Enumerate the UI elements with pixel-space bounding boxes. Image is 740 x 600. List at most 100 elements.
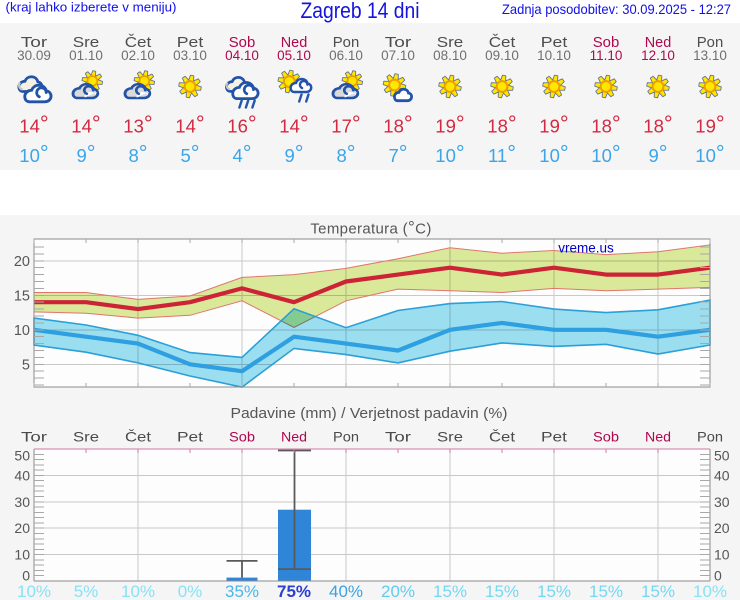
svg-text:19°: 19° [539, 111, 568, 137]
svg-text:10: 10 [14, 323, 30, 339]
svg-text:Sre: Sre [73, 429, 99, 445]
svg-text:40: 40 [714, 467, 730, 483]
svg-text:Pon: Pon [697, 429, 723, 445]
svg-text:Čet: Čet [489, 34, 516, 51]
svg-text:10°: 10° [435, 141, 464, 167]
svg-text:04.10: 04.10 [225, 48, 259, 63]
svg-text:Pon: Pon [333, 429, 359, 445]
svg-text:14°: 14° [71, 111, 100, 137]
svg-text:Pet: Pet [541, 35, 568, 51]
svg-text:14°: 14° [279, 111, 308, 137]
svg-text:5%: 5% [74, 582, 99, 600]
svg-text:Tor: Tor [385, 429, 411, 445]
svg-text:9°: 9° [76, 141, 95, 167]
svg-text:10: 10 [14, 547, 30, 563]
svg-text:30: 30 [14, 494, 30, 510]
svg-text:10°: 10° [19, 141, 48, 167]
svg-text:20%: 20% [381, 582, 415, 600]
svg-text:13.10: 13.10 [693, 48, 727, 63]
svg-text:Sob: Sob [593, 429, 619, 445]
svg-text:Ned: Ned [281, 35, 308, 51]
svg-text:20: 20 [714, 520, 730, 536]
svg-text:vreme.us: vreme.us [558, 241, 614, 256]
svg-text:11°: 11° [488, 141, 516, 167]
svg-text:10°: 10° [591, 141, 620, 167]
svg-text:Tor: Tor [21, 429, 47, 445]
svg-text:10°: 10° [695, 141, 724, 167]
svg-text:Sob: Sob [229, 429, 255, 445]
svg-text:19°: 19° [695, 111, 724, 137]
svg-text:Tor: Tor [21, 35, 48, 51]
svg-text:02.10: 02.10 [121, 48, 155, 63]
svg-text:Sob: Sob [593, 35, 620, 51]
svg-text:4°: 4° [232, 141, 251, 167]
svg-text:Sre: Sre [437, 429, 463, 445]
svg-text:10°: 10° [539, 141, 568, 167]
svg-text:19°: 19° [435, 111, 464, 137]
svg-text:Ned: Ned [645, 35, 672, 51]
svg-text:15%: 15% [433, 582, 467, 600]
svg-text:30.09: 30.09 [17, 48, 51, 63]
svg-text:Čet: Čet [125, 429, 151, 445]
svg-text:05.10: 05.10 [277, 48, 311, 63]
svg-text:Ned: Ned [281, 429, 307, 445]
svg-text:18°: 18° [487, 111, 516, 137]
svg-text:5°: 5° [180, 141, 199, 167]
svg-text:Padavine (mm) / Verjetnost pad: Padavine (mm) / Verjetnost padavin (%) [231, 406, 508, 422]
svg-text:8°: 8° [128, 141, 147, 167]
svg-text:50: 50 [714, 447, 730, 463]
svg-text:0%: 0% [178, 582, 203, 600]
svg-text:Pet: Pet [177, 429, 203, 445]
svg-text:Pet: Pet [541, 429, 567, 445]
svg-text:16°: 16° [227, 111, 256, 137]
svg-text:75%: 75% [277, 582, 311, 600]
svg-text:15%: 15% [589, 582, 623, 600]
svg-text:01.10: 01.10 [69, 48, 103, 63]
svg-text:10%: 10% [17, 582, 51, 600]
svg-text:0: 0 [714, 568, 722, 584]
svg-text:Čet: Čet [125, 34, 152, 51]
svg-text:5: 5 [22, 357, 30, 373]
svg-text:17°: 17° [331, 111, 360, 137]
svg-text:35%: 35% [225, 582, 259, 600]
svg-text:8°: 8° [336, 141, 355, 167]
svg-text:13°: 13° [123, 111, 152, 137]
svg-text:Čet: Čet [489, 429, 515, 445]
svg-text:12.10: 12.10 [641, 48, 675, 63]
svg-text:0: 0 [22, 568, 30, 584]
svg-text:14°: 14° [175, 111, 204, 137]
svg-text:40: 40 [14, 467, 30, 483]
svg-text:10%: 10% [693, 582, 727, 600]
svg-text:14°: 14° [19, 111, 48, 137]
svg-text:11.10: 11.10 [590, 48, 623, 63]
svg-text:18°: 18° [643, 111, 672, 137]
svg-text:15: 15 [14, 288, 30, 304]
svg-text:9°: 9° [648, 141, 667, 167]
svg-text:20: 20 [14, 520, 30, 536]
svg-text:10.10: 10.10 [537, 48, 571, 63]
svg-text:03.10: 03.10 [173, 48, 207, 63]
svg-text:20: 20 [14, 254, 30, 270]
svg-text:50: 50 [14, 447, 30, 463]
svg-text:Tor: Tor [385, 35, 412, 51]
svg-text:18°: 18° [383, 111, 412, 137]
svg-text:10%: 10% [121, 582, 155, 600]
svg-text:Zagreb 14 dni: Zagreb 14 dni [301, 0, 420, 23]
svg-text:08.10: 08.10 [433, 48, 467, 63]
svg-text:Sob: Sob [229, 35, 256, 51]
svg-text:Pon: Pon [333, 35, 360, 51]
svg-text:40%: 40% [329, 582, 363, 600]
svg-text:15%: 15% [641, 582, 675, 600]
svg-text:15%: 15% [537, 582, 571, 600]
svg-text:Sre: Sre [437, 35, 464, 51]
svg-text:30: 30 [714, 494, 730, 510]
svg-text:Pon: Pon [697, 35, 724, 51]
svg-text:9°: 9° [284, 141, 303, 167]
svg-text:09.10: 09.10 [485, 48, 519, 63]
svg-text:Ned: Ned [645, 429, 671, 445]
svg-text:Pet: Pet [177, 35, 204, 51]
svg-text:Zadnja posodobitev: 30.09.2025: Zadnja posodobitev: 30.09.2025 - 12:27 [502, 1, 731, 17]
svg-text:06.10: 06.10 [329, 48, 363, 63]
svg-text:7°: 7° [388, 141, 407, 167]
svg-text:18°: 18° [591, 111, 620, 137]
